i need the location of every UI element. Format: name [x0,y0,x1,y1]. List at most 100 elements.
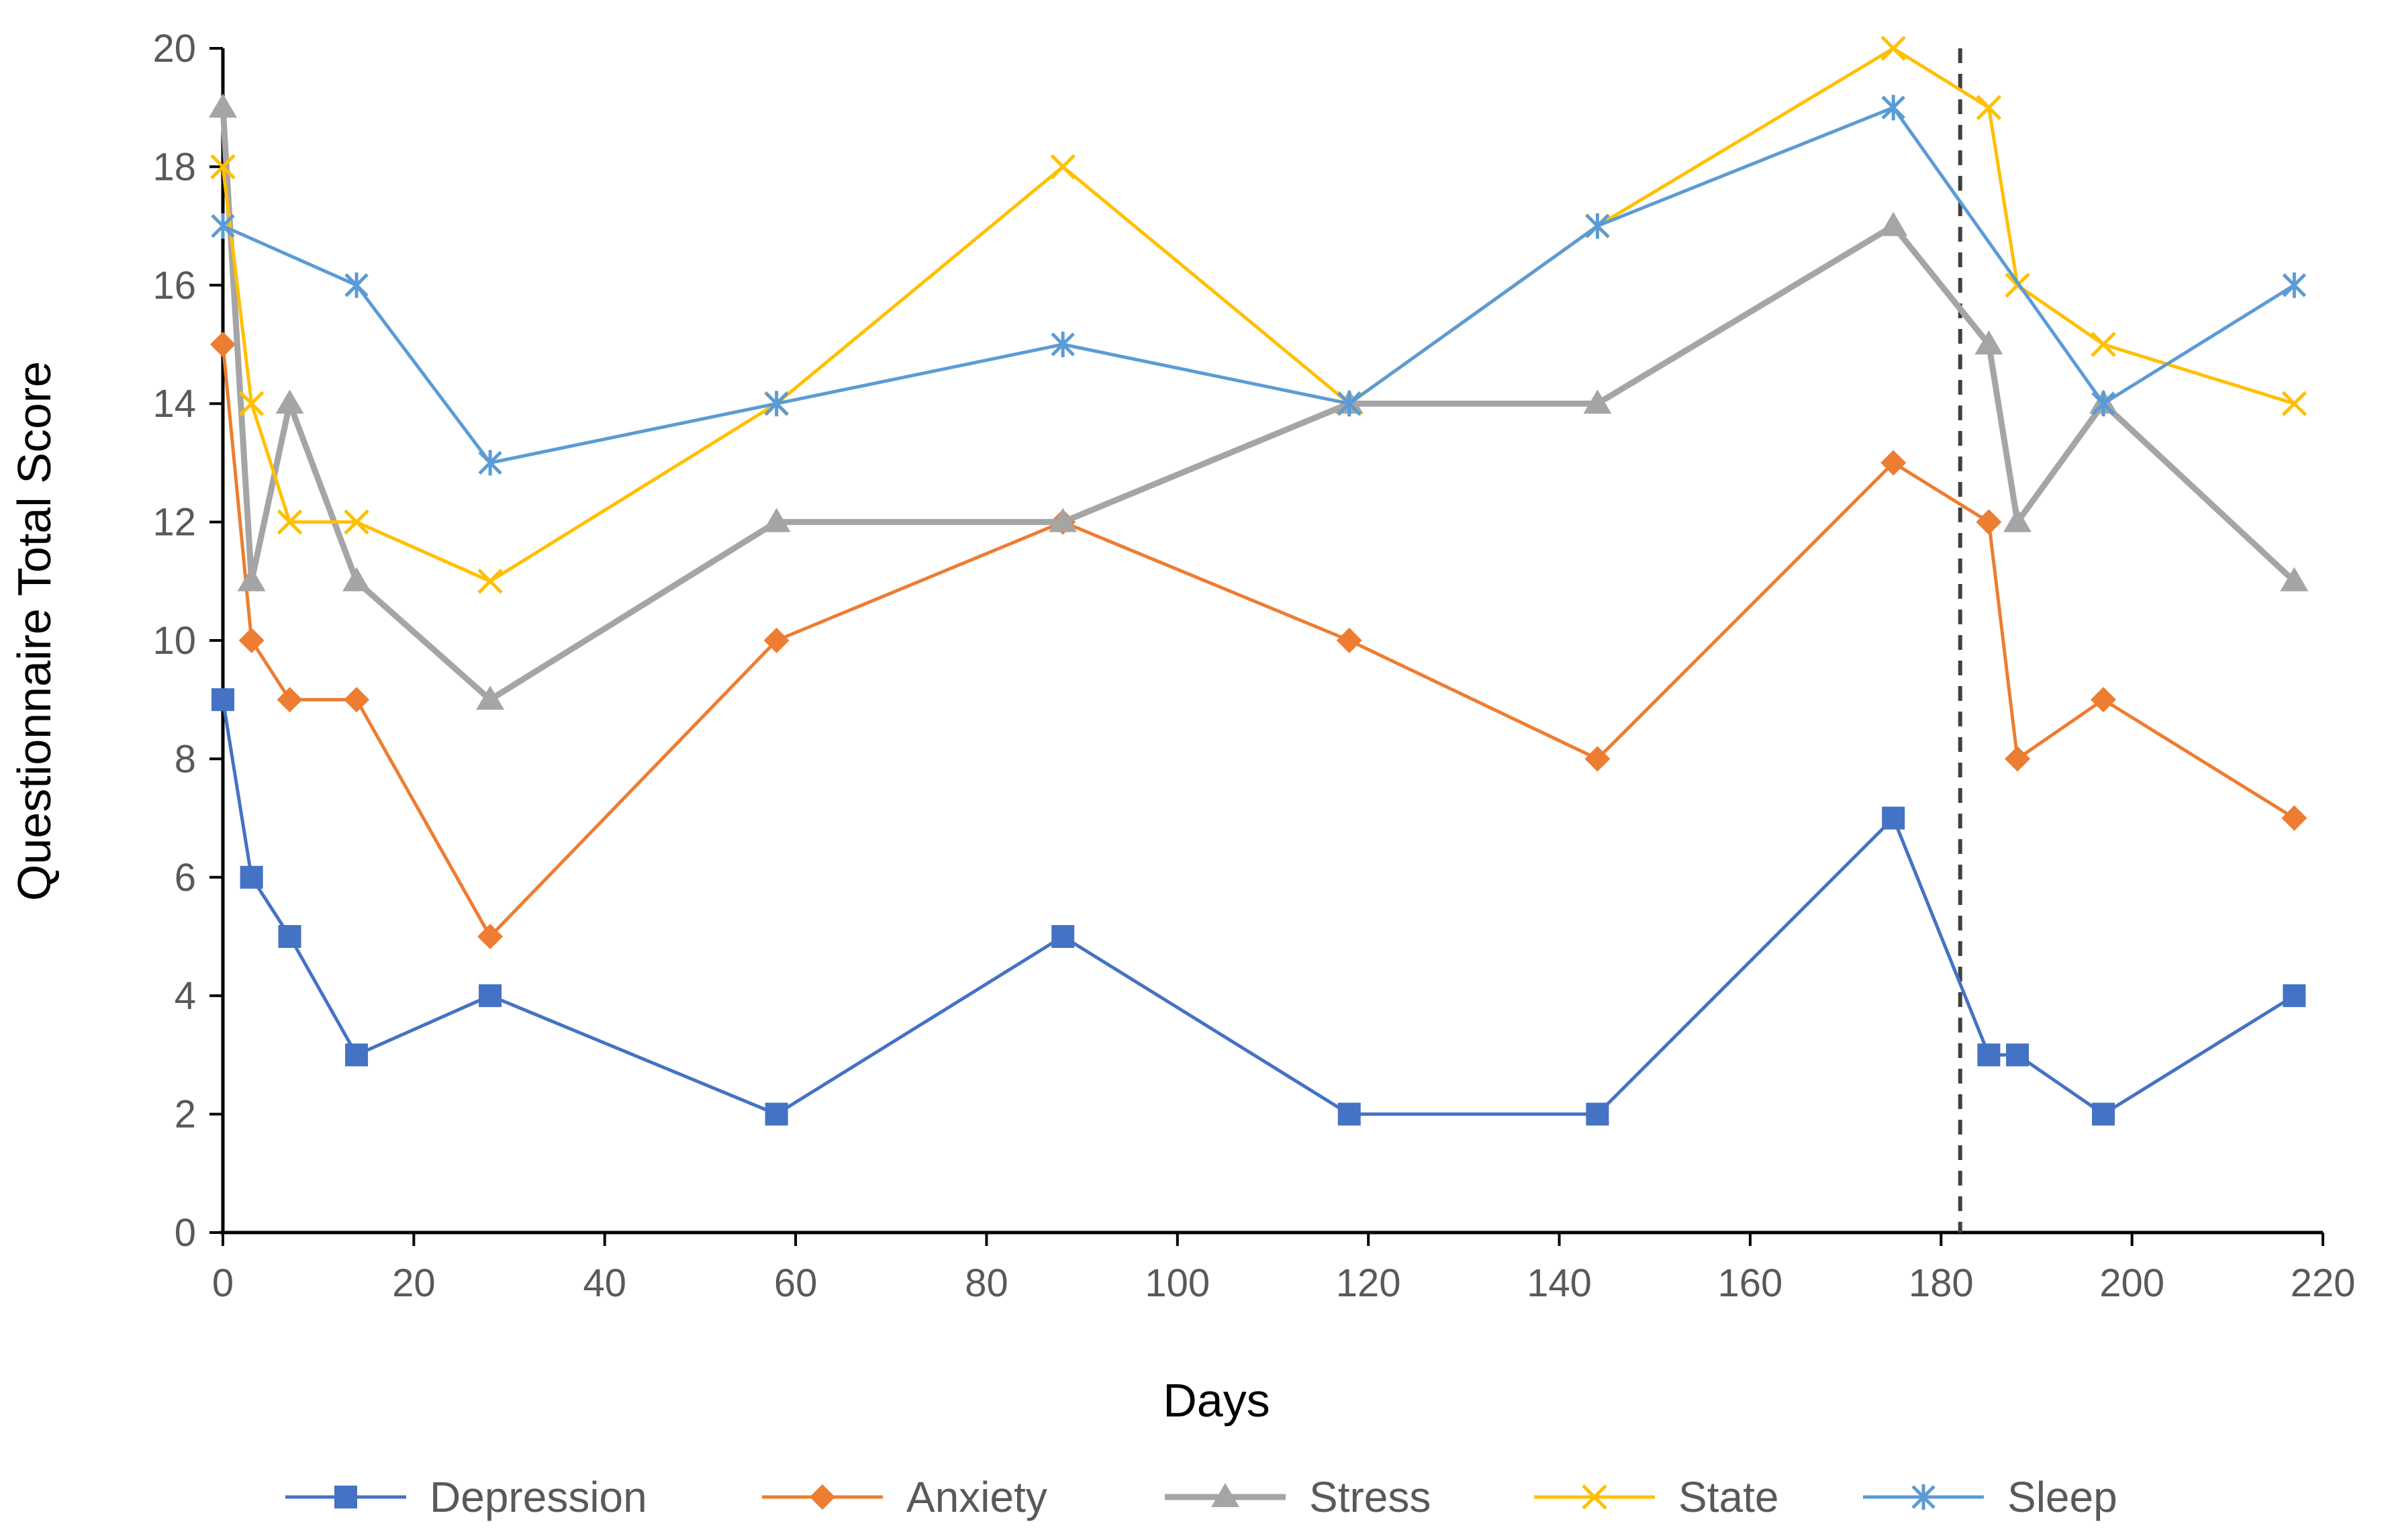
sleep-point [2282,272,2307,298]
series-layer [209,36,2309,1126]
legend: Depression Anxiety Stress State Sleep [285,1473,2117,1521]
sleep-point [1585,213,1610,239]
series-sleep [211,95,2307,476]
anxiety-point [277,687,303,713]
depression-point [765,1102,788,1126]
x-tick-label: 160 [1718,1261,1783,1305]
depression-point [2006,1043,2030,1067]
y-tick-label: 12 [152,501,196,544]
stress-point [237,567,266,591]
sleep-point [478,450,502,476]
stress-point [209,93,237,118]
y-tick-label: 2 [175,1093,196,1137]
legend-item-anxiety: Anxiety [762,1473,1047,1521]
stress-point [762,508,791,532]
x-tick-label: 180 [1909,1261,1974,1305]
anxiety-point [210,332,236,357]
state-point [1880,36,1906,61]
x-tick-label: 20 [392,1261,436,1305]
x-tick-label: 120 [1336,1261,1401,1305]
x-tick-label: 220 [2291,1261,2356,1305]
sleep-legend-label: Sleep [2007,1473,2117,1521]
stress-line [220,107,2297,703]
stress-point [2003,508,2032,532]
state-point [1050,154,1076,180]
stress-point [476,685,505,710]
y-tick-label: 16 [152,264,196,307]
state-point [277,509,303,535]
y-tick-label: 10 [152,619,196,663]
series-stress [209,93,2309,710]
x-tick-labels: 0 20 40 60 80 100 120 140 160 180 200 220 [212,1233,2356,1305]
stress-legend-marker [1211,1483,1239,1507]
x-tick-label: 60 [774,1261,818,1305]
depression-legend-label: Depression [430,1473,647,1521]
anxiety-point [2281,805,2307,831]
anxiety-point [1336,628,1362,653]
depression-point [1977,1043,2001,1067]
y-tick-label: 8 [175,737,196,781]
sleep-point [344,272,369,298]
stress-point [1049,508,1078,532]
series-depression [211,688,2306,1126]
state-point [1976,95,2002,120]
y-tick-label: 20 [152,27,196,70]
legend-item-state: State [1534,1473,1778,1521]
stress-legend-label: Stress [1309,1473,1431,1521]
sleep-point [1337,391,1362,417]
stress-point [1974,330,2003,354]
sleep-point [1881,95,1905,121]
depression-point [479,984,502,1008]
depression-point [2283,984,2306,1008]
anxiety-line [221,344,2295,939]
state-legend-marker [1582,1484,1607,1510]
series-anxiety [210,332,2307,949]
state-point [210,154,236,180]
stress-point [1879,211,1908,236]
anxiety-point [1584,746,1611,772]
x-tick-label: 40 [583,1261,626,1305]
y-tick-labels: 0 2 4 6 8 10 12 14 16 18 20 [152,27,223,1255]
anxiety-point [1976,509,2002,535]
y-axis-title: Questionnaire Total Score [8,361,60,901]
x-tick-label: 140 [1527,1261,1592,1305]
y-tick-label: 4 [175,974,196,1018]
anxiety-point [763,628,790,653]
y-tick-label: 14 [152,382,196,426]
axes [220,48,2323,1235]
depression-point [211,688,234,712]
depression-point [345,1043,369,1067]
anxiety-legend-label: Anxiety [906,1473,1047,1521]
sleep-point [2091,391,2115,417]
y-tick-label: 0 [175,1211,196,1255]
legend-item-depression: Depression [285,1473,647,1521]
y-tick-label: 18 [152,145,196,189]
sleep-point [1051,332,1075,357]
depression-legend-marker [334,1486,357,1508]
sleep-point [764,391,789,417]
depression-point [1882,806,1905,830]
legend-item-stress: Stress [1165,1473,1431,1521]
depression-point [278,925,301,948]
y-tick-label: 6 [175,856,196,900]
stress-point [1583,389,1612,414]
depression-point [1051,925,1075,948]
state-point [344,509,369,535]
anxiety-point [2090,687,2116,713]
anxiety-point [477,924,504,949]
anxiety-point [2005,746,2031,772]
state-line [221,46,2295,583]
anxiety-point [1880,450,1907,476]
state-point [477,569,503,594]
stress-point [2280,567,2309,591]
series-state [210,36,2307,594]
x-tick-label: 200 [2099,1261,2164,1305]
state-point [2281,391,2307,416]
sleep-line [222,105,2295,465]
depression-point [1586,1102,1609,1126]
state-legend-label: State [1678,1473,1778,1521]
state-point [238,391,265,416]
depression-point [1337,1102,1361,1126]
anxiety-point [238,628,265,653]
